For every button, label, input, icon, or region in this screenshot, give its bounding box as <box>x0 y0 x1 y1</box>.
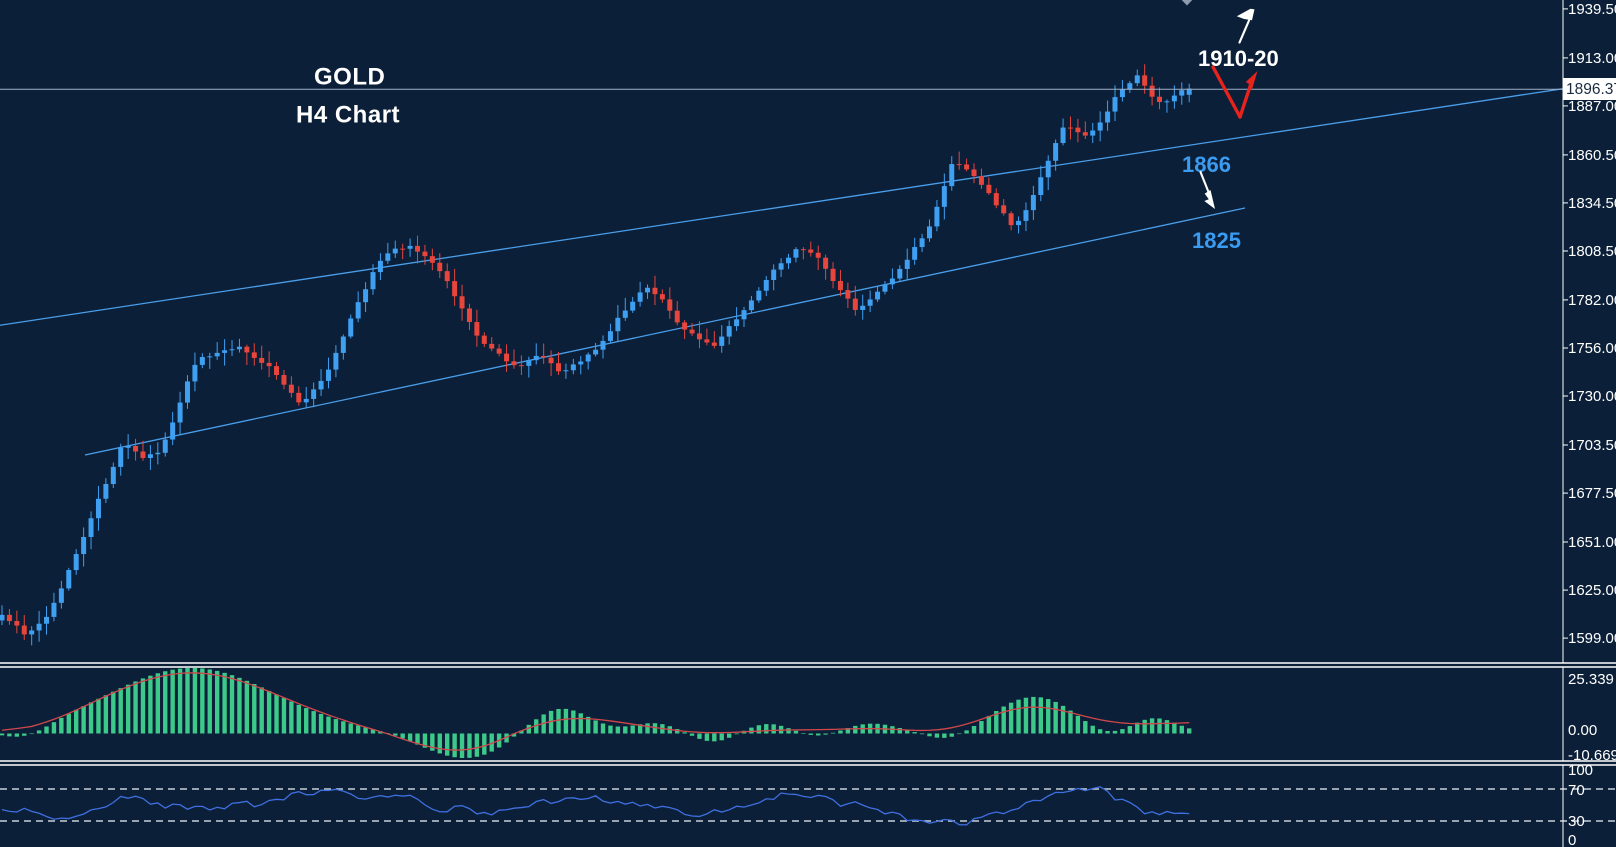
svg-text:30: 30 <box>1568 813 1585 830</box>
svg-text:0.00: 0.00 <box>1568 722 1597 739</box>
svg-text:1910-20: 1910-20 <box>1198 46 1279 71</box>
svg-text:1782.00: 1782.00 <box>1568 292 1616 309</box>
svg-text:0: 0 <box>1568 832 1576 847</box>
svg-text:1913.00: 1913.00 <box>1568 50 1616 67</box>
svg-text:1703.50: 1703.50 <box>1568 437 1616 454</box>
svg-text:1756.00: 1756.00 <box>1568 340 1616 357</box>
svg-text:1808.50: 1808.50 <box>1568 243 1616 260</box>
svg-text:1677.50: 1677.50 <box>1568 485 1616 502</box>
svg-text:H4 Chart: H4 Chart <box>296 102 400 129</box>
svg-text:1887.00: 1887.00 <box>1568 98 1616 115</box>
svg-text:1866: 1866 <box>1182 152 1231 177</box>
svg-text:1730.00: 1730.00 <box>1568 388 1616 405</box>
svg-text:1939.50: 1939.50 <box>1568 1 1616 18</box>
svg-text:1825: 1825 <box>1192 228 1241 253</box>
svg-text:100: 100 <box>1568 762 1593 779</box>
svg-text:1834.50: 1834.50 <box>1568 195 1616 212</box>
svg-text:70: 70 <box>1568 782 1585 799</box>
svg-text:1625.00: 1625.00 <box>1568 582 1616 599</box>
svg-text:25.339: 25.339 <box>1568 671 1614 688</box>
svg-text:GOLD: GOLD <box>314 64 385 91</box>
svg-text:1860.50: 1860.50 <box>1568 147 1616 164</box>
svg-text:1599.00: 1599.00 <box>1568 630 1616 647</box>
svg-text:1651.00: 1651.00 <box>1568 534 1616 551</box>
svg-text:1896.37: 1896.37 <box>1566 81 1616 98</box>
